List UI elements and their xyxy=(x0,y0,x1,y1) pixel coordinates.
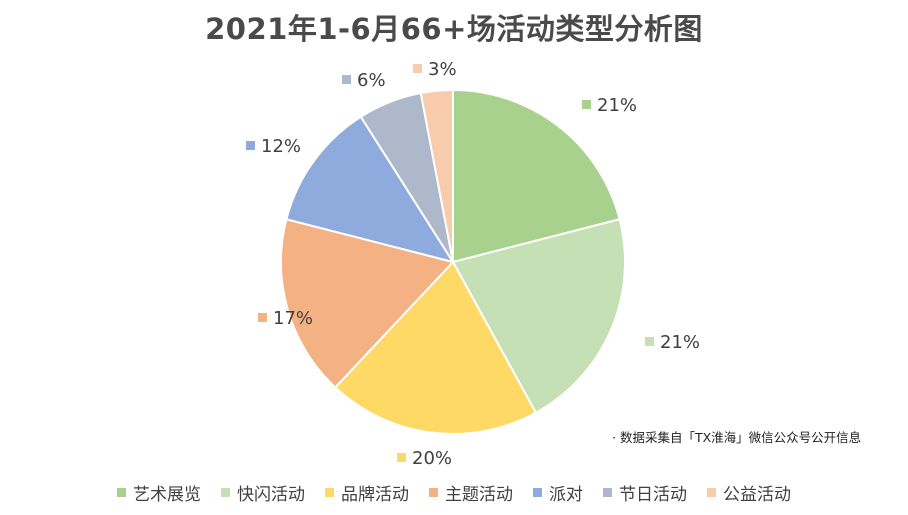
pie-slice xyxy=(279,218,455,389)
legend-swatch xyxy=(117,488,126,497)
legend-item: 主题活动 xyxy=(429,480,513,505)
data-label-swatch xyxy=(582,100,591,109)
legend-label: 主题活动 xyxy=(445,485,513,505)
legend-swatch xyxy=(707,488,716,497)
legend-swatch xyxy=(429,488,438,497)
data-label: 6% xyxy=(357,70,386,91)
legend-label: 派对 xyxy=(549,485,583,505)
data-label: 20% xyxy=(412,448,452,469)
data-label-swatch xyxy=(258,313,267,322)
legend-item: 公益活动 xyxy=(707,480,791,505)
source-note-text: 数据采集自「TX淮海」微信公众号公开信息 xyxy=(619,430,862,445)
legend-item: 快闪活动 xyxy=(221,480,305,505)
data-label: 21% xyxy=(597,95,637,116)
pie-chart: 21% 21% 20% 17% 12% 6% 3% xyxy=(246,59,700,469)
legend-label: 艺术展览 xyxy=(133,485,201,505)
legend-swatch xyxy=(533,488,542,497)
data-label-swatch xyxy=(413,64,422,73)
legend-swatch xyxy=(325,488,334,497)
legend-item: 品牌活动 xyxy=(325,480,409,505)
pie-slice xyxy=(451,218,627,415)
pie-slice xyxy=(419,88,454,263)
data-label: 21% xyxy=(660,332,700,353)
legend-label: 公益活动 xyxy=(723,485,791,505)
legend-label: 品牌活动 xyxy=(341,485,409,505)
legend-item: 派对 xyxy=(533,480,583,505)
data-label-swatch xyxy=(246,141,255,150)
data-label-swatch xyxy=(645,337,654,346)
legend-item: 节日活动 xyxy=(603,480,687,505)
data-label-swatch xyxy=(342,75,351,84)
legend: 艺术展览 快闪活动 品牌活动 主题活动 派对 节日活动 公益活动 xyxy=(0,480,908,505)
data-label: 12% xyxy=(261,136,301,157)
legend-swatch xyxy=(603,488,612,497)
legend-swatch xyxy=(221,488,230,497)
pie-slice xyxy=(333,260,538,435)
data-label: 3% xyxy=(428,59,457,80)
chart-title: 2021年1-6月66+场活动类型分析图 xyxy=(205,12,703,46)
source-note: · 数据采集自「TX淮海」微信公众号公开信息 xyxy=(612,430,862,445)
legend-label: 快闪活动 xyxy=(237,485,305,505)
data-label: 17% xyxy=(273,308,313,329)
pie-slice xyxy=(285,115,456,264)
data-label-swatch xyxy=(397,453,406,462)
legend-item: 艺术展览 xyxy=(117,480,201,505)
pie-slice xyxy=(452,88,621,264)
legend-label: 节日活动 xyxy=(619,485,687,505)
